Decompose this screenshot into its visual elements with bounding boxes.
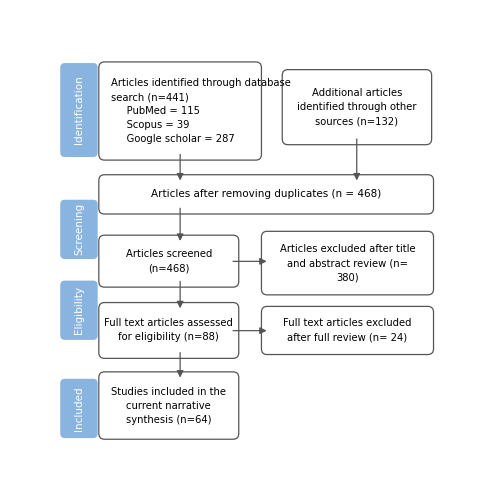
FancyBboxPatch shape (99, 174, 433, 214)
Text: Additional articles
identified through other
sources (n=132): Additional articles identified through o… (297, 88, 417, 126)
FancyBboxPatch shape (262, 306, 433, 354)
Text: Identification: Identification (74, 76, 84, 144)
FancyBboxPatch shape (99, 372, 239, 439)
FancyBboxPatch shape (99, 62, 262, 160)
Text: Full text articles assessed
for eligibility (n=88): Full text articles assessed for eligibil… (104, 318, 233, 342)
FancyBboxPatch shape (99, 235, 239, 287)
Text: Studies included in the
current narrative
synthesis (n=64): Studies included in the current narrativ… (111, 386, 226, 424)
Text: Screening: Screening (74, 204, 84, 256)
FancyBboxPatch shape (60, 63, 98, 157)
FancyBboxPatch shape (282, 70, 431, 144)
FancyBboxPatch shape (60, 379, 98, 438)
Text: Eligibility: Eligibility (74, 286, 84, 334)
FancyBboxPatch shape (60, 280, 98, 340)
Text: Full text articles excluded
after full review (n= 24): Full text articles excluded after full r… (283, 318, 412, 342)
Text: Articles excluded after title
and abstract review (n=
380): Articles excluded after title and abstra… (280, 244, 415, 282)
FancyBboxPatch shape (60, 200, 98, 259)
Text: Articles screened
(n=468): Articles screened (n=468) (125, 249, 212, 273)
Text: Articles identified through database
search (n=441)
     PubMed = 115
     Scopu: Articles identified through database sea… (111, 78, 291, 144)
FancyBboxPatch shape (99, 302, 239, 358)
Text: Included: Included (74, 386, 84, 430)
FancyBboxPatch shape (262, 232, 433, 295)
Text: Articles after removing duplicates (n = 468): Articles after removing duplicates (n = … (151, 190, 381, 200)
